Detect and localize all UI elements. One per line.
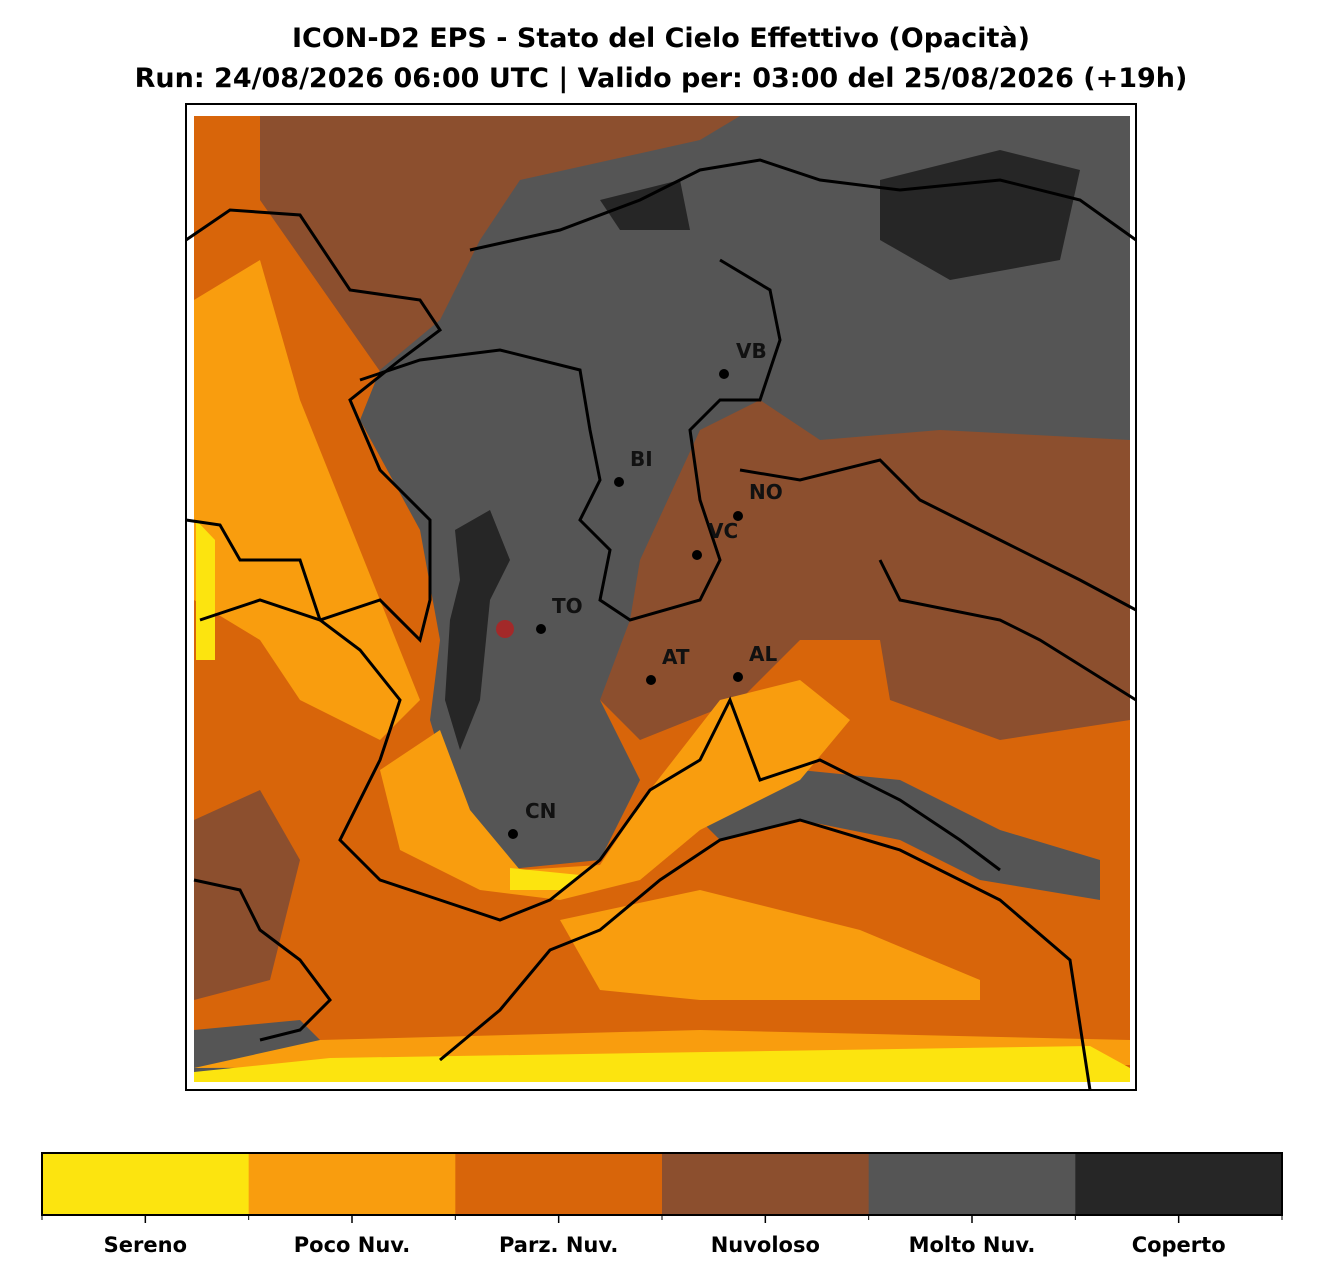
map-frame: [185, 103, 1137, 1091]
subtitle: Run: 24/08/2026 06:00 UTC | Valido per: …: [135, 63, 1188, 94]
colorbar-segment: [42, 1153, 250, 1215]
border: [439, 818, 1092, 1091]
region-coperto: [880, 150, 1080, 280]
colorbar-label: Poco Nuv.: [294, 1233, 410, 1257]
city-label: AL: [749, 642, 777, 666]
city-dot: [733, 511, 743, 521]
colorbar-label: Nuvoloso: [711, 1233, 820, 1257]
city-dot: [646, 675, 656, 685]
city-label: VC: [708, 519, 738, 543]
border: [739, 458, 1137, 702]
city-label: TO: [552, 594, 583, 618]
border: [193, 878, 332, 1042]
border: [469, 158, 1137, 252]
region-poco: [560, 890, 980, 1000]
colorbar-frame: [41, 1152, 1283, 1216]
colorbar-label: Parz. Nuv.: [499, 1233, 618, 1257]
region-molto: [360, 116, 1130, 870]
colorbar-segment: [1075, 1153, 1283, 1215]
colorbar-segment: [455, 1153, 663, 1215]
city-dot: [536, 624, 546, 634]
region-molto: [700, 770, 1100, 900]
border: [359, 258, 782, 622]
city-dot: [692, 550, 702, 560]
city-dot: [733, 672, 743, 682]
title: ICON-D2 EPS - Stato del Cielo Effettivo …: [292, 23, 1030, 54]
colorbar-segment: [868, 1153, 1076, 1215]
city-dot: [508, 829, 518, 839]
border: [185, 208, 443, 643]
city-dot: [719, 369, 729, 379]
colorbar-segment: [248, 1153, 456, 1215]
colorbar-segment: [662, 1153, 870, 1215]
city-label: BI: [630, 447, 653, 471]
cities: VB BI NO VC TO AT AL CN: [508, 339, 783, 839]
colorbar-label: Sereno: [104, 1233, 187, 1257]
border: [185, 518, 1001, 922]
map: [185, 103, 1137, 1091]
region-poco: [380, 680, 850, 900]
colorbar-label: Molto Nuv.: [909, 1233, 1036, 1257]
region-poco: [194, 260, 420, 740]
region-nuvoloso: [194, 790, 300, 1000]
colorbar: Sereno Poco Nuv. Parz. Nuv. Nuvoloso Molto N…: [41, 1152, 1283, 1257]
city-label: NO: [749, 480, 783, 504]
location-marker: [496, 620, 514, 638]
region-sereno: [194, 1046, 1130, 1082]
city-label: CN: [525, 799, 556, 823]
region-sereno: [196, 520, 215, 660]
region-coperto: [600, 180, 690, 230]
colorbar-label: Coperto: [1132, 1233, 1226, 1257]
city-dot: [614, 477, 624, 487]
city-label: AT: [662, 645, 690, 669]
region-sereno: [510, 868, 580, 890]
city-label: VB: [736, 339, 767, 363]
region-coperto: [445, 510, 510, 750]
